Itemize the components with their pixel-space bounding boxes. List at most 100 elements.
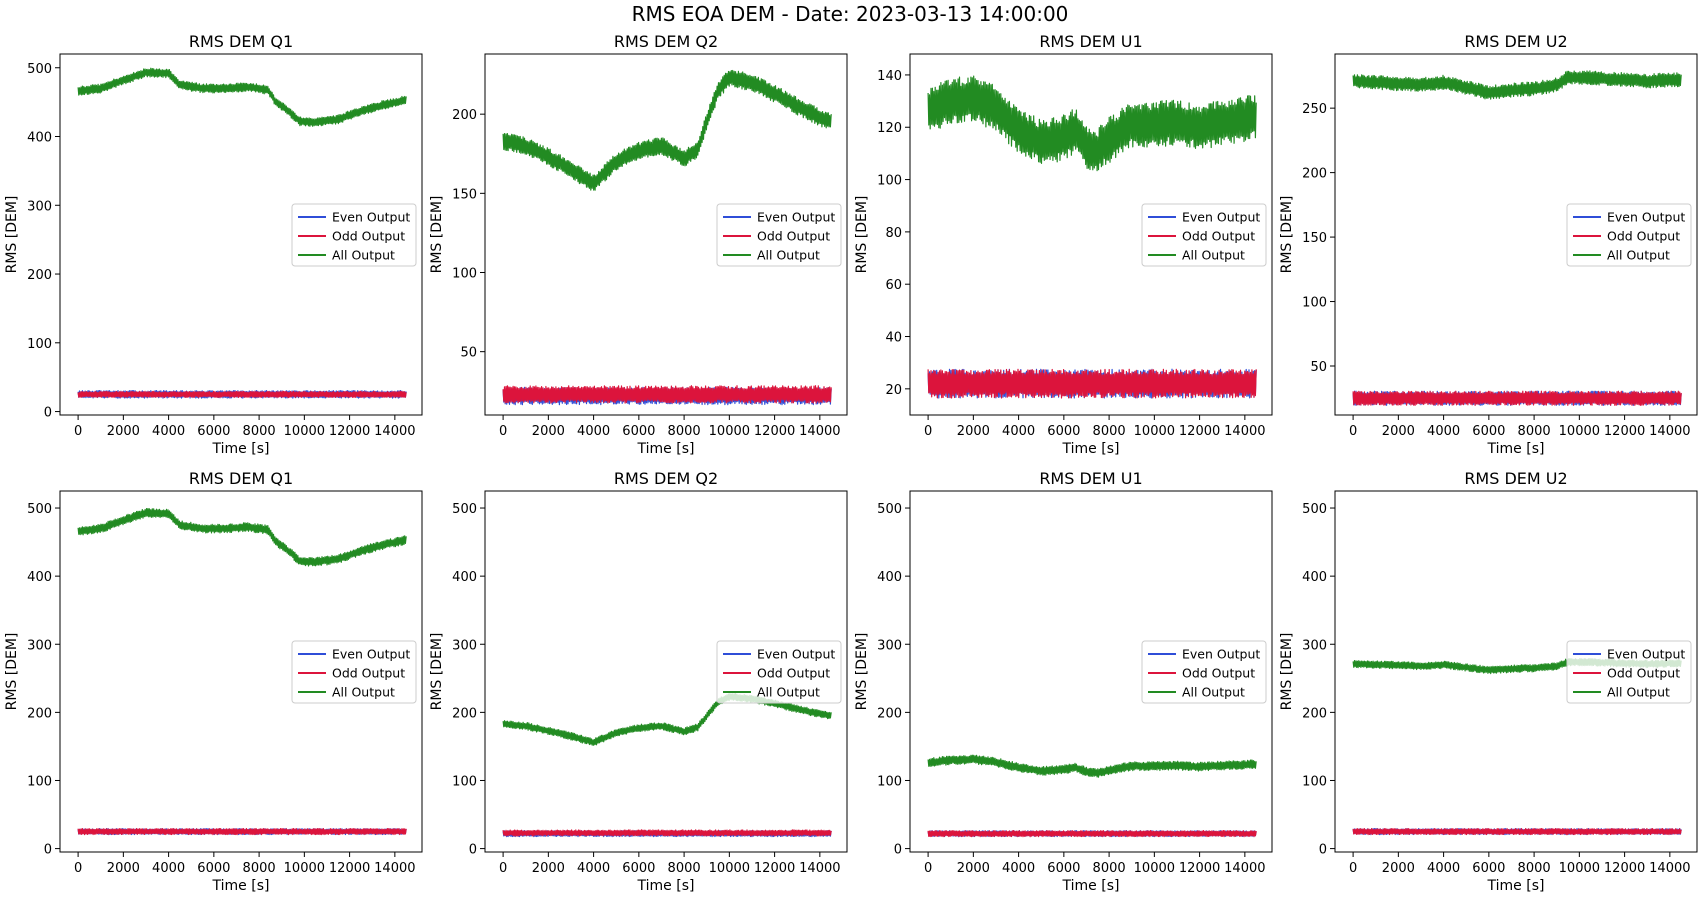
- y-tick-label: 0: [469, 843, 477, 858]
- series-line-all-output: [927, 75, 1257, 172]
- y-tick-label: 400: [1302, 570, 1327, 585]
- legend-entry: All Output: [332, 248, 395, 263]
- x-tick-label: 4000: [1427, 424, 1460, 439]
- x-tick-label: 8000: [243, 424, 276, 439]
- y-tick-label: 500: [1302, 502, 1327, 517]
- x-tick-label: 6000: [622, 424, 655, 439]
- y-tick-label: 50: [460, 346, 477, 361]
- y-axis-label: RMS [DEM]: [1279, 196, 1295, 274]
- y-tick-label: 200: [1302, 167, 1327, 182]
- y-tick-label: 120: [877, 121, 902, 136]
- y-tick-label: 300: [27, 199, 52, 214]
- y-tick-label: 400: [452, 570, 477, 585]
- subplot-title: RMS DEM Q1: [189, 469, 293, 488]
- x-tick-label: 8000: [1518, 861, 1551, 876]
- legend-entry: Even Output: [332, 210, 410, 225]
- legend-entry: All Output: [757, 685, 820, 700]
- y-tick-label: 200: [27, 706, 52, 721]
- y-tick-label: 200: [452, 706, 477, 721]
- y-tick-label: 400: [27, 570, 52, 585]
- axes-frame: [59, 490, 423, 853]
- x-tick-label: 4000: [152, 424, 185, 439]
- legend-entry: Odd Output: [757, 229, 830, 244]
- y-tick-label: 200: [27, 268, 52, 283]
- x-tick-label: 10000: [1559, 424, 1600, 439]
- axes-frame: [484, 490, 848, 853]
- subplot-title: RMS DEM U2: [1464, 32, 1567, 51]
- x-axis-label: Time [s]: [637, 878, 695, 894]
- subplot-title: RMS DEM Q2: [614, 32, 718, 51]
- subplot-7: 0 2000 4000 6000 8000 10000 12000 14000 0 100 200 3…: [854, 469, 1273, 894]
- axes-frame: [1334, 490, 1698, 853]
- legend-entry: All Output: [1607, 248, 1670, 263]
- x-tick-label: 8000: [1518, 424, 1551, 439]
- x-tick-label: 14000: [374, 424, 415, 439]
- legend-entry: Even Output: [1607, 647, 1685, 662]
- y-tick-label: 50: [1310, 360, 1327, 375]
- x-tick-label: 2000: [1382, 861, 1415, 876]
- y-tick-label: 300: [877, 638, 902, 653]
- axes-frame: [1334, 53, 1698, 416]
- series-line-odd-output: [1352, 390, 1682, 406]
- subplot-8: 0 2000 4000 6000 8000 10000 12000 14000 0 100 200 3…: [1279, 469, 1698, 894]
- y-tick-label: 250: [1302, 102, 1327, 117]
- series-line-odd-output: [502, 829, 832, 837]
- x-tick-label: 12000: [329, 861, 370, 876]
- y-tick-label: 200: [452, 108, 477, 123]
- legend-entry: Odd Output: [1607, 666, 1680, 681]
- legend-entry: Even Output: [332, 647, 410, 662]
- x-tick-label: 2000: [1382, 424, 1415, 439]
- legend-frame: [291, 203, 417, 267]
- x-tick-label: 6000: [1472, 861, 1505, 876]
- y-tick-label: 100: [452, 267, 477, 282]
- legend: Even Output Odd Output All Output: [1141, 203, 1267, 267]
- x-axis-label: Time [s]: [212, 878, 270, 894]
- legend-entry: Even Output: [1182, 647, 1260, 662]
- axes-frame: [909, 53, 1273, 416]
- y-tick-label: 100: [877, 174, 902, 189]
- legend: Even Output Odd Output All Output: [1141, 640, 1267, 704]
- x-tick-label: 4000: [577, 424, 610, 439]
- y-tick-label: 500: [27, 502, 52, 517]
- legend-entry: Odd Output: [332, 229, 405, 244]
- x-tick-label: 4000: [152, 861, 185, 876]
- series-line-all-output: [77, 508, 407, 567]
- x-tick-label: 10000: [1134, 861, 1175, 876]
- x-tick-label: 8000: [243, 861, 276, 876]
- x-tick-label: 4000: [1002, 861, 1035, 876]
- y-tick-label: 100: [877, 774, 902, 789]
- x-tick-label: 0: [1349, 861, 1357, 876]
- legend-entry: Even Output: [1607, 210, 1685, 225]
- series-line-odd-output: [77, 390, 407, 398]
- subplot-3: 0 2000 4000 6000 8000 10000 12000 14000 20 40 60 80…: [854, 32, 1273, 457]
- x-tick-label: 10000: [1134, 424, 1175, 439]
- x-tick-label: 14000: [799, 861, 840, 876]
- x-tick-label: 14000: [1649, 861, 1690, 876]
- series-line-odd-output: [502, 385, 832, 404]
- x-tick-label: 10000: [284, 424, 325, 439]
- y-tick-label: 200: [1302, 706, 1327, 721]
- series-line-odd-output: [927, 830, 1257, 838]
- y-tick-label: 0: [44, 406, 52, 421]
- legend-entry: All Output: [1182, 248, 1245, 263]
- x-tick-label: 6000: [197, 424, 230, 439]
- x-tick-label: 6000: [1047, 424, 1080, 439]
- x-axis-label: Time [s]: [637, 441, 695, 457]
- x-tick-label: 14000: [374, 861, 415, 876]
- y-tick-label: 20: [885, 383, 902, 398]
- legend: Even Output Odd Output All Output: [716, 640, 842, 704]
- x-tick-label: 12000: [1179, 424, 1220, 439]
- x-tick-label: 6000: [1047, 861, 1080, 876]
- legend-entry: Even Output: [757, 210, 835, 225]
- x-tick-label: 0: [1349, 424, 1357, 439]
- y-tick-label: 100: [452, 774, 477, 789]
- figure-title: RMS EOA DEM - Date: 2023-03-13 14:00:00: [631, 2, 1069, 26]
- series-line-odd-output: [1352, 828, 1682, 836]
- x-tick-label: 0: [499, 861, 507, 876]
- x-tick-label: 8000: [1093, 861, 1126, 876]
- x-tick-label: 12000: [754, 424, 795, 439]
- legend-entry: All Output: [1607, 685, 1670, 700]
- subplot-6: 0 2000 4000 6000 8000 10000 12000 14000 0 100 200 3…: [429, 469, 848, 894]
- legend: Even Output Odd Output All Output: [716, 203, 842, 267]
